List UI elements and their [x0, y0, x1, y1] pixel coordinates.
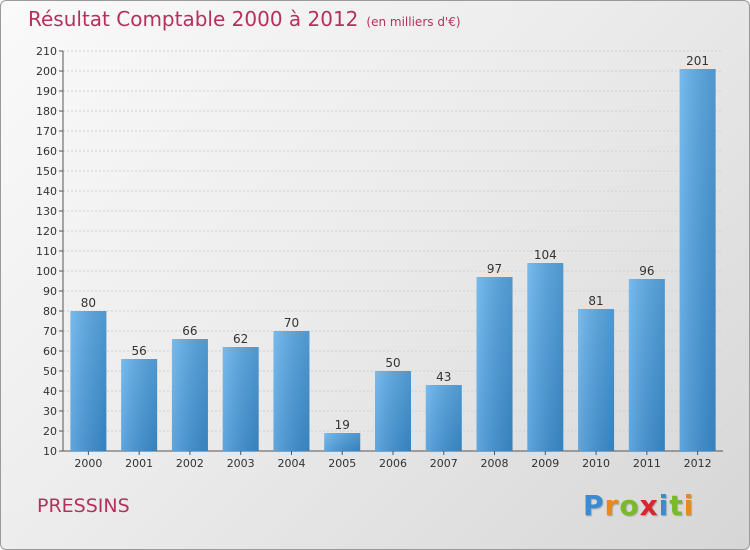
bar-shade — [628, 279, 665, 451]
bar-shade — [425, 385, 462, 451]
y-tick-label: 20 — [43, 425, 57, 438]
x-tick-label: 2011 — [633, 457, 661, 470]
y-tick-label: 70 — [43, 325, 57, 338]
bar-value-label: 50 — [385, 356, 400, 370]
y-tick-label: 30 — [43, 405, 57, 418]
brand-letter: P — [583, 489, 605, 522]
y-tick-label: 50 — [43, 365, 57, 378]
chart-title: Résultat Comptable 2000 à 2012 (en millie… — [28, 7, 461, 31]
bar-value-label: 70 — [284, 316, 299, 330]
y-tick-label: 130 — [36, 205, 57, 218]
x-tick-label: 2010 — [582, 457, 610, 470]
bar-shade — [70, 311, 107, 451]
chart-subtitle: (en milliers d'€) — [366, 15, 461, 29]
x-tick-label: 2001 — [125, 457, 153, 470]
bar-value-label: 43 — [436, 370, 451, 384]
y-tick-label: 120 — [36, 225, 57, 238]
y-tick-label: 170 — [36, 125, 57, 138]
y-tick-label: 200 — [36, 65, 57, 78]
brand-letter: i — [683, 489, 695, 522]
x-tick-label: 2002 — [176, 457, 204, 470]
bar-shade — [578, 309, 615, 451]
y-tick-label: 110 — [36, 245, 57, 258]
bar-value-label: 104 — [534, 248, 557, 262]
bar-shade — [679, 69, 716, 451]
x-tick-label: 2006 — [379, 457, 407, 470]
brand-letter: o — [619, 489, 640, 522]
bar-value-label: 56 — [132, 344, 147, 358]
brand-letter: r — [604, 489, 620, 522]
brand-letter: t — [669, 489, 684, 522]
y-tick-label: 210 — [36, 45, 57, 58]
bar-value-label: 81 — [588, 294, 603, 308]
y-tick-label: 190 — [36, 85, 57, 98]
y-tick-label: 90 — [43, 285, 57, 298]
y-tick-label: 150 — [36, 165, 57, 178]
x-tick-label: 2012 — [684, 457, 712, 470]
x-tick-label: 2004 — [277, 457, 305, 470]
bar-shade — [273, 331, 310, 451]
bar-value-label: 66 — [182, 324, 197, 338]
bar-value-label: 96 — [639, 264, 654, 278]
bar-shade — [324, 433, 361, 451]
bar-shade — [375, 371, 411, 451]
bar-shade — [222, 347, 259, 451]
brand-letter: i — [658, 489, 670, 522]
x-tick-label: 2008 — [481, 457, 509, 470]
y-tick-label: 160 — [36, 145, 57, 158]
bar-value-label: 201 — [686, 54, 709, 68]
bar-value-label: 80 — [81, 296, 96, 310]
y-tick-label: 100 — [36, 265, 57, 278]
location-name: PRESSINS — [37, 495, 130, 517]
bar-shade — [121, 359, 158, 451]
x-tick-label: 2003 — [227, 457, 255, 470]
bar-shade — [171, 339, 208, 451]
bar-shade — [527, 263, 564, 451]
y-tick-label: 180 — [36, 105, 57, 118]
y-tick-label: 40 — [43, 385, 57, 398]
x-tick-label: 2005 — [328, 457, 356, 470]
y-tick-label: 10 — [43, 445, 57, 458]
brand-logo: Proxiti — [583, 489, 694, 522]
bar-value-label: 62 — [233, 332, 248, 346]
y-tick-label: 60 — [43, 345, 57, 358]
x-tick-label: 2000 — [74, 457, 102, 470]
bar-value-label: 19 — [335, 418, 350, 432]
x-tick-label: 2009 — [531, 457, 559, 470]
y-tick-label: 80 — [43, 305, 57, 318]
chart-title-text: Résultat Comptable 2000 à 2012 — [28, 7, 359, 31]
y-tick-label: 140 — [36, 185, 57, 198]
bar-shade — [476, 277, 513, 451]
bar-value-label: 97 — [487, 262, 502, 276]
x-tick-label: 2007 — [430, 457, 458, 470]
brand-letter: x — [639, 489, 659, 522]
